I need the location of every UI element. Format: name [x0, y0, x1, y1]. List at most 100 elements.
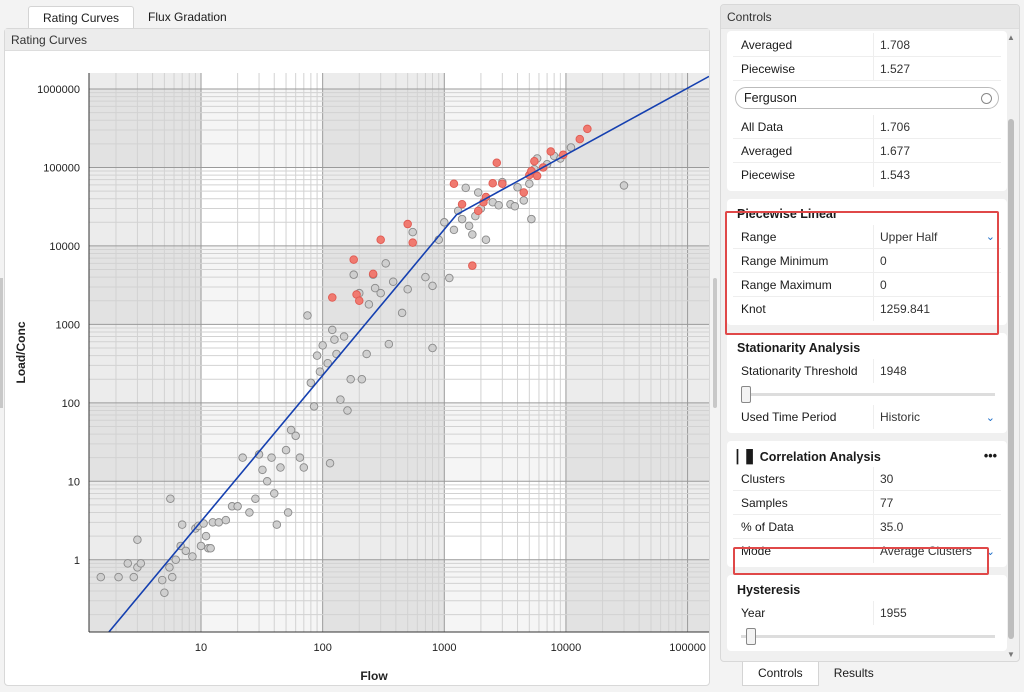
chevron-down-icon[interactable]: ⌄ — [985, 545, 995, 558]
range-maximum-field[interactable]: 0 — [873, 273, 1001, 296]
correlation-header: ▏▋ Correlation Analysis ••• — [733, 445, 1001, 467]
data-point — [408, 227, 417, 237]
data-point — [238, 453, 247, 462]
data-point — [233, 502, 242, 511]
data-point — [318, 341, 327, 350]
data-point — [299, 463, 309, 472]
row-label: All Data — [741, 119, 784, 134]
row-label: Piecewise — [741, 61, 796, 76]
range-value: Upper Half — [880, 229, 938, 244]
highlighted-point — [328, 293, 337, 302]
tab-rating-curves[interactable]: Rating Curves — [28, 6, 135, 28]
stationarity-threshold-row: Stationarity Threshold 1948 — [733, 359, 1001, 383]
all-data-row: All Data 1.706 — [733, 115, 1001, 139]
data-point — [513, 182, 522, 192]
range-select[interactable]: Upper Half ⌄ — [873, 225, 1001, 248]
highlighted-point — [546, 147, 555, 156]
ratio-card: Averaged 1.708 Piecewise 1.527 Ferguson Al… — [727, 31, 1007, 191]
data-point — [468, 230, 477, 239]
controls-body: Averaged 1.708 Piecewise 1.527 Ferguson Al… — [727, 31, 1007, 659]
knot-field[interactable]: 1259.841 — [873, 297, 1001, 321]
tab-controls[interactable]: Controls — [742, 662, 819, 686]
data-point — [262, 477, 272, 486]
data-point — [269, 489, 279, 498]
row-value: 1.527 — [873, 57, 1001, 80]
data-point — [166, 494, 175, 503]
scroll-down-icon[interactable]: ▼ — [1007, 650, 1015, 659]
row-value: 1.706 — [873, 115, 1001, 138]
data-point — [96, 572, 106, 582]
slider-thumb[interactable] — [741, 386, 751, 403]
data-point — [303, 311, 312, 320]
ferguson-radio[interactable] — [981, 92, 992, 104]
data-point — [428, 343, 437, 353]
stationarity-slider[interactable] — [733, 383, 1001, 405]
x-band — [565, 73, 709, 632]
data-point — [464, 221, 474, 231]
stationarity-card: Stationarity Analysis Stationarity Thres… — [727, 333, 1007, 433]
data-point — [421, 272, 430, 282]
tab-flux-gradation[interactable]: Flux Gradation — [148, 10, 227, 24]
controls-scrollbar[interactable]: ▲ ▼ — [1006, 33, 1016, 661]
data-point — [188, 552, 197, 561]
data-point — [133, 535, 142, 544]
data-point — [315, 367, 325, 376]
y-tick-label: 10000 — [49, 241, 80, 253]
data-point — [619, 181, 629, 190]
highlighted-point — [368, 269, 378, 279]
highlighted-point — [349, 255, 358, 264]
range-row[interactable]: Range Upper Half ⌄ — [733, 225, 1001, 249]
chevron-down-icon[interactable]: ⌄ — [985, 411, 995, 424]
piecewise-row: Piecewise 1.527 — [733, 57, 1001, 81]
x-tick-label: 100 — [313, 642, 331, 654]
data-point — [123, 559, 133, 568]
row-label: Range Minimum — [741, 253, 829, 268]
highlighted-point — [473, 206, 483, 216]
highlighted-point — [457, 199, 467, 209]
data-point — [457, 214, 467, 224]
hysteresis-card: Hysteresis Year 1955 — [727, 575, 1007, 651]
chevron-down-icon[interactable]: ⌄ — [985, 231, 995, 243]
data-point — [171, 555, 181, 565]
scroll-up-icon[interactable]: ▲ — [1007, 33, 1015, 42]
y-tick-label: 100 — [62, 398, 80, 410]
slider-thumb[interactable] — [745, 628, 756, 645]
highlighted-point — [468, 261, 477, 270]
x-band — [322, 73, 445, 632]
data-point — [245, 508, 254, 517]
panel-splitter[interactable] — [713, 278, 717, 408]
highlighted-point — [403, 219, 412, 229]
data-point — [349, 270, 358, 279]
ferguson-option[interactable]: Ferguson — [735, 87, 999, 109]
data-point — [357, 374, 367, 384]
row-value: 1.543 — [873, 163, 1001, 187]
data-point — [167, 572, 177, 582]
highlighted-point — [575, 134, 585, 144]
range-minimum-field[interactable]: 0 — [873, 249, 1001, 272]
data-point — [129, 572, 139, 582]
data-point — [461, 183, 470, 193]
row-label: Used Time Period — [741, 410, 837, 424]
time-period-select[interactable]: Historic ⌄ — [873, 405, 1001, 429]
tab-results[interactable]: Results — [833, 666, 874, 680]
data-point — [201, 531, 211, 541]
y-tick-label: 10 — [68, 476, 80, 488]
scrollbar-thumb[interactable] — [1008, 119, 1014, 639]
fit-line — [108, 75, 709, 632]
data-point — [114, 572, 123, 582]
left-resize-grip[interactable] — [0, 278, 3, 408]
highlighted-point — [532, 171, 542, 181]
highlighted-point — [376, 235, 385, 244]
data-point — [214, 518, 224, 527]
correlation-title: Correlation Analysis — [759, 450, 881, 464]
slider-track — [741, 393, 995, 396]
chart-panel: Rating Curves 10 100 1000 10000 100000 1 10 100… — [4, 28, 710, 686]
data-point — [177, 520, 187, 529]
data-point — [376, 288, 385, 298]
more-options-icon[interactable]: ••• — [983, 449, 997, 463]
data-point — [445, 273, 454, 283]
used-time-period-row[interactable]: Used Time Period Historic ⌄ — [733, 405, 1001, 429]
hysteresis-slider[interactable] — [733, 625, 1001, 647]
data-point — [428, 281, 437, 291]
data-point — [346, 374, 355, 384]
